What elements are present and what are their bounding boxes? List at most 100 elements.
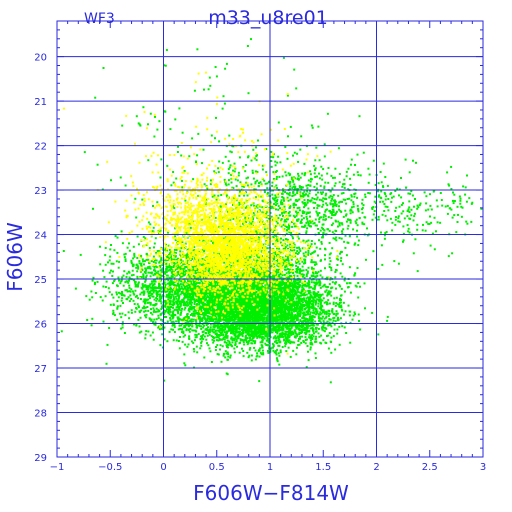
scatter-point [213, 309, 216, 312]
scatter-point [239, 339, 242, 342]
scatter-point [218, 297, 221, 300]
scatter-point [297, 260, 300, 263]
scatter-point [221, 305, 224, 308]
scatter-point [271, 235, 274, 238]
scatter-point [317, 327, 320, 330]
scatter-point [248, 291, 251, 294]
scatter-point [208, 312, 211, 315]
scatter-point [253, 300, 256, 303]
scatter-point [336, 303, 339, 306]
scatter-point [347, 304, 350, 307]
scatter-point [348, 266, 351, 269]
scatter-point [146, 306, 149, 308]
scatter-point [327, 291, 330, 294]
scatter-point [174, 239, 177, 241]
scatter-point [265, 334, 268, 337]
scatter-point [183, 300, 186, 303]
scatter-point [182, 273, 185, 275]
scatter-point [259, 279, 262, 282]
scatter-point [283, 289, 286, 292]
scatter-point [255, 271, 258, 274]
scatter-point [288, 339, 291, 342]
scatter-point [364, 307, 366, 310]
scatter-point [182, 326, 185, 329]
scatter-point [310, 274, 313, 277]
scatter-point [233, 265, 235, 268]
scatter-point [297, 297, 300, 300]
scatter-point [270, 347, 273, 350]
scatter-point [288, 320, 291, 323]
scatter-point [298, 331, 301, 334]
scatter-point [301, 286, 304, 289]
scatter-point [222, 338, 225, 341]
scatter-point [193, 299, 196, 302]
scatter-point [274, 326, 277, 329]
scatter-point [197, 281, 200, 284]
scatter-point [262, 353, 265, 356]
scatter-point [200, 344, 203, 347]
scatter-point [215, 284, 217, 287]
scatter-point [247, 264, 250, 267]
scatter-point [241, 275, 244, 278]
scatter-point [316, 310, 319, 313]
scatter-point [219, 286, 222, 288]
scatter-point [265, 344, 268, 346]
scatter-point [309, 327, 312, 330]
scatter-point [187, 298, 190, 301]
scatter-point [305, 269, 308, 271]
scatter-point [317, 296, 320, 299]
scatter-point [218, 252, 220, 255]
scatter-point [230, 293, 233, 296]
scatter-point [327, 347, 330, 350]
scatter-point [249, 330, 252, 333]
scatter-point [125, 298, 128, 301]
scatter-point [255, 291, 258, 293]
scatter-point [290, 320, 293, 323]
scatter-point [130, 259, 133, 262]
scatter-point [274, 271, 277, 274]
scatter-point [273, 336, 276, 339]
scatter-point [314, 292, 317, 295]
scatter-point [227, 328, 230, 330]
scatter-point [188, 335, 191, 338]
scatter-point [298, 296, 301, 299]
scatter-point [296, 268, 299, 270]
scatter-point [339, 297, 341, 300]
scatter-point [300, 308, 303, 311]
scatter-point [250, 339, 253, 342]
scatter-point [254, 302, 257, 304]
scatter-point [289, 288, 292, 291]
scatter-point [221, 345, 224, 348]
scatter-point [171, 324, 174, 327]
scatter-point [235, 300, 238, 303]
scatter-point [307, 279, 310, 282]
scatter-point [310, 295, 313, 298]
scatter-point [194, 336, 197, 339]
scatter-point [274, 278, 277, 281]
scatter-point [274, 335, 277, 338]
scatter-point [213, 301, 216, 304]
scatter-point [291, 264, 294, 267]
scatter-point [228, 279, 231, 282]
scatter-point [188, 301, 191, 304]
scatter-point [193, 301, 196, 304]
scatter-point [161, 323, 164, 326]
scatter-point [208, 297, 211, 300]
scatter-point [200, 309, 203, 312]
scatter-point [315, 279, 318, 282]
scatter-point [300, 341, 303, 344]
scatter-point [218, 303, 221, 306]
scatter-point [281, 290, 284, 293]
scatter-point [286, 309, 289, 312]
scatter-point [124, 314, 127, 317]
scatter-point [204, 298, 207, 300]
scatter-point [288, 310, 291, 313]
scatter-point [248, 256, 251, 258]
scatter-point [172, 312, 175, 315]
scatter-point [267, 311, 270, 314]
scatter-point [221, 330, 224, 333]
scatter-point [281, 346, 284, 348]
scatter-point [416, 270, 419, 273]
scatter-point [282, 335, 285, 338]
scatter-point [309, 306, 312, 309]
